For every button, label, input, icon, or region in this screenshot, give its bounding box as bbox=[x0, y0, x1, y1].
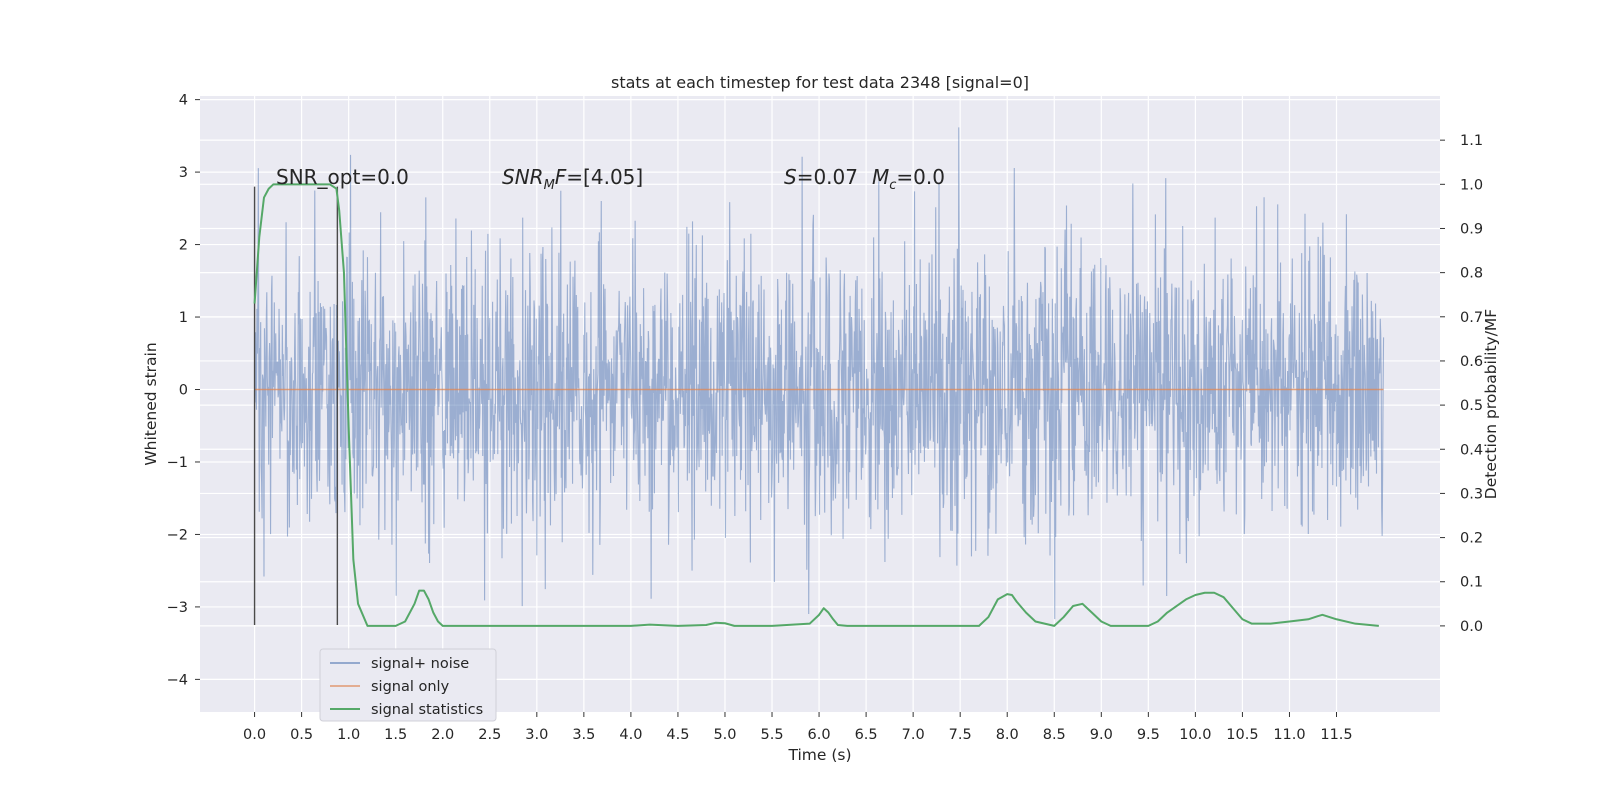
y2-tick-label: 0.1 bbox=[1460, 575, 1483, 591]
stat-line bbox=[253, 183, 1379, 627]
x-tick-label: 7.5 bbox=[949, 727, 972, 743]
annotation-snr-opt: SNR_opt=0.0 bbox=[276, 165, 409, 189]
noise-line bbox=[254, 127, 1385, 620]
y2-tick-label: 1.1 bbox=[1460, 133, 1483, 149]
y-axis-label: Whitened strain bbox=[142, 342, 160, 465]
y2-tick-label: 0.0 bbox=[1460, 619, 1483, 635]
x-tick-label: 1.0 bbox=[337, 727, 360, 743]
x-tick-label: 2.5 bbox=[478, 727, 501, 743]
y2-tick-label: 1.0 bbox=[1460, 177, 1483, 193]
legend-box bbox=[319, 648, 497, 722]
x-tick-label: 3.0 bbox=[525, 727, 548, 743]
x-tick-label: 4.0 bbox=[619, 727, 642, 743]
y2-tick-label: 0.8 bbox=[1460, 266, 1483, 282]
x-tick-label: 8.5 bbox=[1043, 727, 1066, 743]
x-tick-label: 2.0 bbox=[431, 727, 454, 743]
y-axis-ticks: 4 3 2 1 0 −1 −2 −3 −4 bbox=[167, 93, 200, 688]
y2-tick-label: 0.7 bbox=[1460, 310, 1483, 326]
chart-title: stats at each timestep for test data 234… bbox=[611, 73, 1029, 92]
x-tick-label: 10.5 bbox=[1226, 727, 1258, 743]
y-tick-label: 0 bbox=[179, 383, 188, 399]
x-tick-label: 4.5 bbox=[666, 727, 689, 743]
x-tick-label: 8.0 bbox=[996, 727, 1019, 743]
legend: signal+ noise signal only signal statist… bbox=[319, 648, 497, 722]
x-tick-label: 10.0 bbox=[1179, 727, 1211, 743]
y-tick-label: 1 bbox=[179, 310, 188, 326]
y-tick-label: 2 bbox=[179, 238, 188, 254]
annotation-s-mc: S=0.07 Mc=0.0 bbox=[784, 165, 945, 193]
x-tick-label: 1.5 bbox=[384, 727, 407, 743]
vertical-markers bbox=[253, 186, 339, 626]
x-tick-label: 9.5 bbox=[1137, 727, 1160, 743]
x-axis-label: Time (s) bbox=[787, 746, 851, 764]
x-axis-ticks: 0.0 0.5 1.0 1.5 2.0 2.5 3.0 3.5 4.0 4.5 5.0 5.5 6.0 6… bbox=[243, 712, 1353, 743]
legend-label-stat: signal statistics bbox=[371, 702, 483, 718]
annotation-snr-mf: SNRMF=[4.05] bbox=[502, 165, 643, 193]
series-signal-noise bbox=[254, 127, 1385, 620]
y2-tick-label: 0.6 bbox=[1460, 354, 1483, 370]
x-tick-label: 7.0 bbox=[902, 727, 925, 743]
x-tick-label: 0.0 bbox=[243, 727, 266, 743]
x-tick-label: 3.5 bbox=[572, 727, 595, 743]
y-tick-label: −2 bbox=[167, 527, 188, 543]
y2-tick-label: 0.3 bbox=[1460, 486, 1483, 502]
x-tick-label: 6.5 bbox=[855, 727, 878, 743]
x-tick-label: 11.0 bbox=[1273, 727, 1305, 743]
x-tick-label: 6.0 bbox=[808, 727, 831, 743]
series-signal-statistics bbox=[253, 183, 1379, 627]
x-tick-label: 5.5 bbox=[760, 727, 783, 743]
y2-tick-label: 0.2 bbox=[1460, 531, 1483, 547]
x-tick-label: 5.0 bbox=[713, 727, 736, 743]
y2-axis-label: Detection probability/MF bbox=[1482, 309, 1500, 500]
x-tick-label: 0.5 bbox=[290, 727, 313, 743]
y-tick-label: 3 bbox=[179, 165, 188, 181]
legend-label-signal: signal only bbox=[371, 679, 450, 695]
y-tick-label: −1 bbox=[167, 455, 188, 471]
y2-tick-label: 0.5 bbox=[1460, 398, 1483, 414]
y2-tick-label: 0.4 bbox=[1460, 442, 1483, 458]
y2-tick-label: 0.9 bbox=[1460, 221, 1483, 237]
y2-axis-ticks: 1.1 1.0 0.9 0.8 0.7 0.6 0.5 0.4 0.3 0.2 0.1 0.0 bbox=[1440, 133, 1483, 635]
legend-label-noise: signal+ noise bbox=[371, 656, 469, 672]
x-tick-label: 11.5 bbox=[1320, 727, 1352, 743]
y-tick-label: −3 bbox=[167, 600, 188, 616]
y-tick-label: 4 bbox=[179, 93, 188, 109]
x-tick-label: 9.0 bbox=[1090, 727, 1113, 743]
y-tick-label: −4 bbox=[167, 672, 188, 688]
